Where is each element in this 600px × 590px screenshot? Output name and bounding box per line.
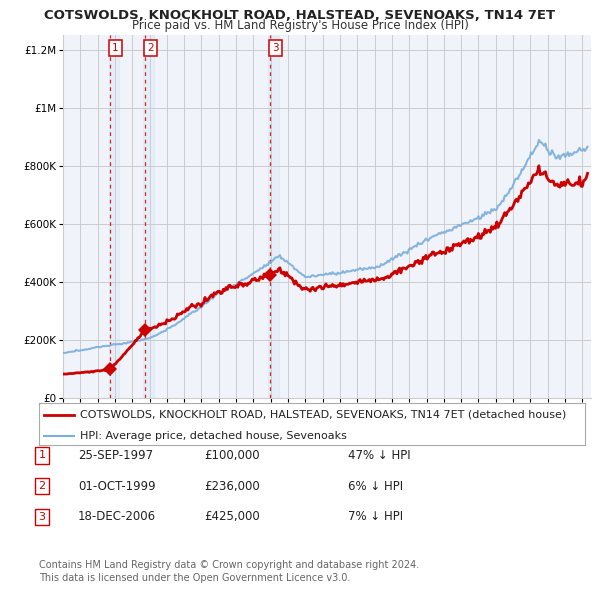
Bar bbox=[109, 35, 119, 398]
Text: 3: 3 bbox=[38, 512, 46, 522]
Text: 2: 2 bbox=[147, 43, 154, 53]
Text: 1: 1 bbox=[112, 43, 119, 53]
Text: 18-DEC-2006: 18-DEC-2006 bbox=[78, 510, 156, 523]
Text: 25-SEP-1997: 25-SEP-1997 bbox=[78, 449, 153, 462]
Text: £100,000: £100,000 bbox=[204, 449, 260, 462]
Bar bbox=[143, 35, 154, 398]
Text: 01-OCT-1999: 01-OCT-1999 bbox=[78, 480, 155, 493]
Text: Price paid vs. HM Land Registry's House Price Index (HPI): Price paid vs. HM Land Registry's House … bbox=[131, 19, 469, 32]
Text: 1: 1 bbox=[38, 451, 46, 460]
Text: 47% ↓ HPI: 47% ↓ HPI bbox=[348, 449, 410, 462]
Text: Contains HM Land Registry data © Crown copyright and database right 2024.
This d: Contains HM Land Registry data © Crown c… bbox=[39, 560, 419, 583]
Text: 2: 2 bbox=[38, 481, 46, 491]
Text: £425,000: £425,000 bbox=[204, 510, 260, 523]
Text: COTSWOLDS, KNOCKHOLT ROAD, HALSTEAD, SEVENOAKS, TN14 7ET: COTSWOLDS, KNOCKHOLT ROAD, HALSTEAD, SEV… bbox=[44, 9, 556, 22]
Bar bbox=[268, 35, 279, 398]
Text: COTSWOLDS, KNOCKHOLT ROAD, HALSTEAD, SEVENOAKS, TN14 7ET (detached house): COTSWOLDS, KNOCKHOLT ROAD, HALSTEAD, SEV… bbox=[80, 410, 566, 420]
Text: £236,000: £236,000 bbox=[204, 480, 260, 493]
Text: 7% ↓ HPI: 7% ↓ HPI bbox=[348, 510, 403, 523]
Text: 3: 3 bbox=[272, 43, 279, 53]
Text: 6% ↓ HPI: 6% ↓ HPI bbox=[348, 480, 403, 493]
Text: HPI: Average price, detached house, Sevenoaks: HPI: Average price, detached house, Seve… bbox=[80, 431, 347, 441]
